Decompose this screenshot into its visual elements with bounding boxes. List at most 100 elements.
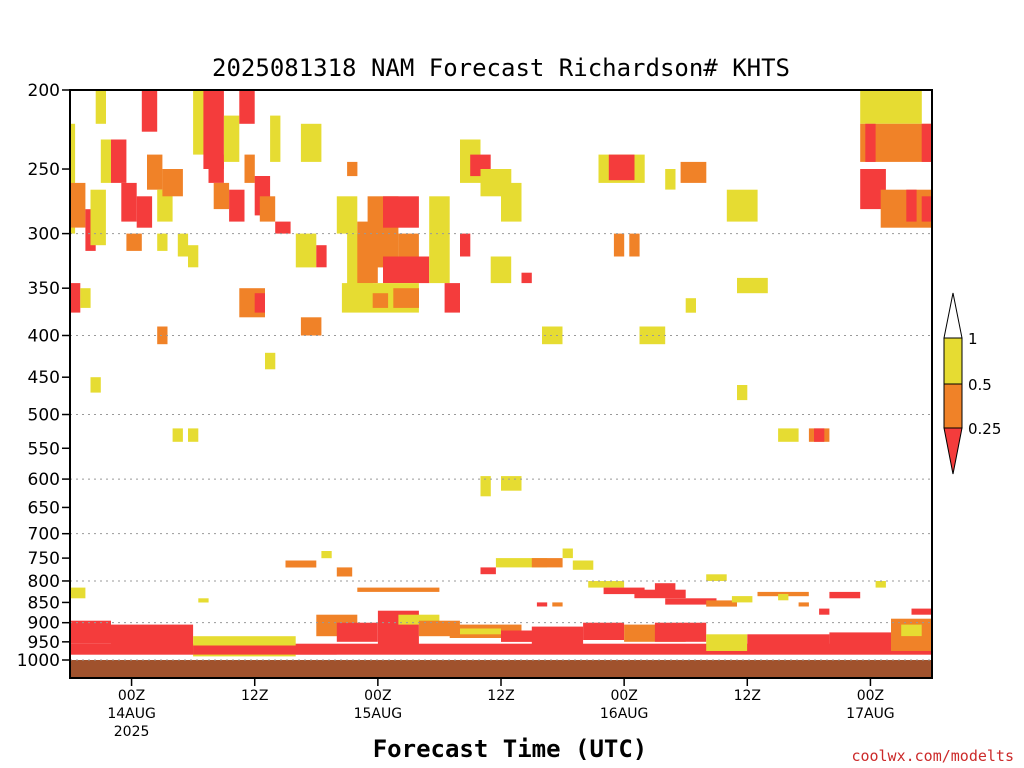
colorbar-segment-0.25-0.5	[943, 383, 963, 429]
y-tick-label-900: 900	[28, 614, 60, 634]
richardson-region-low	[603, 587, 645, 595]
richardson-region-high	[177, 233, 189, 257]
richardson-region-high	[495, 558, 548, 568]
richardson-region-mid	[70, 182, 86, 228]
y-tick-label-200: 200	[28, 81, 60, 101]
richardson-region-mid	[398, 233, 419, 257]
richardson-region-mid	[126, 233, 142, 251]
colorbar-segment-below-0.25	[943, 427, 963, 475]
x-tick-label-60-0: 12Z	[487, 688, 514, 704]
richardson-region-high	[321, 551, 332, 559]
colorbar-label-0.5: 0.5	[968, 376, 992, 394]
richardson-region-high	[80, 288, 91, 308]
richardson-region-high	[542, 326, 563, 345]
richardson-region-mid	[798, 602, 809, 607]
richardson-region-high	[70, 123, 76, 234]
y-tick-label-350: 350	[28, 279, 60, 299]
richardson-region-mid	[680, 161, 707, 183]
richardson-region-low	[208, 154, 224, 183]
richardson-region-high	[172, 428, 183, 442]
richardson-region-high	[223, 115, 240, 162]
richardson-region-low	[654, 583, 676, 592]
richardson-region-mid	[552, 602, 563, 607]
richardson-region-low	[814, 428, 825, 442]
y-tick-label-850: 850	[28, 593, 60, 613]
richardson-region-mid	[157, 326, 168, 345]
richardson-region-high	[706, 634, 748, 651]
x-tick-label-48-1: 15AUG	[354, 706, 403, 722]
richardson-region-high	[860, 90, 922, 124]
richardson-region-high	[336, 196, 358, 234]
richardson-region-high	[270, 115, 281, 162]
richardson-region-low	[383, 256, 430, 284]
richardson-region-high	[731, 596, 753, 603]
richardson-region-low	[829, 591, 861, 599]
richardson-region-high	[778, 428, 799, 442]
richardson-region-low	[254, 293, 265, 313]
richardson-region-low	[229, 189, 245, 222]
richardson-region-low	[275, 221, 291, 234]
richardson-region-high	[157, 189, 173, 222]
chart-title: 2025081318 NAM Forecast Richardson# KHTS	[212, 54, 790, 82]
x-tick-label-24-1: 14AUG	[107, 706, 156, 722]
plot-area	[70, 90, 932, 678]
richardson-region-high	[157, 233, 168, 251]
x-tick-label-96-1: 17AUG	[846, 706, 895, 722]
richardson-region-high	[480, 476, 491, 497]
richardson-region-low	[336, 622, 378, 642]
richardson-region-high	[572, 560, 594, 570]
richardson-region-mid	[300, 317, 322, 336]
richardson-region-high	[429, 196, 450, 284]
richardson-region-low	[921, 123, 932, 162]
richardson-region-high	[90, 377, 101, 393]
richardson-region-high	[588, 581, 625, 588]
richardson-region-high	[100, 139, 112, 183]
richardson-region-low	[583, 622, 625, 640]
richardson-region-mid	[285, 560, 317, 568]
richardson-region-low	[921, 196, 932, 222]
richardson-region-mid	[418, 620, 460, 637]
y-tick-label-250: 250	[28, 160, 60, 180]
colorbar-label-0.25: 0.25	[968, 420, 1001, 438]
y-tick-label-500: 500	[28, 406, 60, 426]
colorbar-legend: 1 0.5 0.25	[943, 292, 1001, 475]
richardson-region-high	[501, 476, 522, 491]
richardson-region-high	[737, 385, 748, 401]
richardson-region-mid	[162, 169, 183, 197]
x-tick-label-24-0: 00Z	[118, 688, 145, 704]
y-tick-label-950: 950	[28, 633, 60, 653]
richardson-region-mid	[244, 154, 255, 183]
richardson-region-low	[70, 643, 932, 655]
richardson-region-mid	[336, 567, 353, 577]
colorbar-segment-above-1	[943, 292, 963, 339]
credit-text: coolwx.com/modelts	[851, 747, 1014, 765]
richardson-region-low	[239, 90, 255, 124]
richardson-region-high	[685, 298, 696, 313]
richardson-region-low	[634, 589, 686, 599]
y-tick-label-450: 450	[28, 368, 60, 388]
richardson-region-high	[265, 352, 276, 370]
richardson-region-mid	[393, 288, 419, 308]
x-tick-label-48-0: 00Z	[364, 688, 391, 704]
richardson-region-low	[536, 602, 548, 607]
x-tick-label-24-2: 2025	[114, 724, 150, 740]
richardson-region-mid	[531, 558, 563, 568]
richardson-region-low	[531, 626, 584, 646]
richardson-region-high	[300, 123, 322, 162]
ground-band	[70, 660, 932, 678]
richardson-region-high	[875, 581, 886, 588]
richardson-region-high	[460, 628, 501, 635]
x-axis-label: Forecast Time (UTC)	[373, 735, 648, 763]
y-tick-label-600: 600	[28, 470, 60, 490]
y-tick-label-550: 550	[28, 439, 60, 459]
richardson-region-mid	[357, 587, 440, 592]
richardson-region-high	[726, 189, 758, 222]
richardson-region-low	[136, 196, 153, 228]
richardson-region-high	[501, 182, 522, 222]
x-tick-label-84-0: 12Z	[734, 688, 761, 704]
richardson-region-low	[316, 245, 327, 268]
richardson-region-high	[398, 614, 440, 625]
richardson-region-low	[521, 272, 532, 284]
richardson-region-high	[665, 169, 676, 190]
